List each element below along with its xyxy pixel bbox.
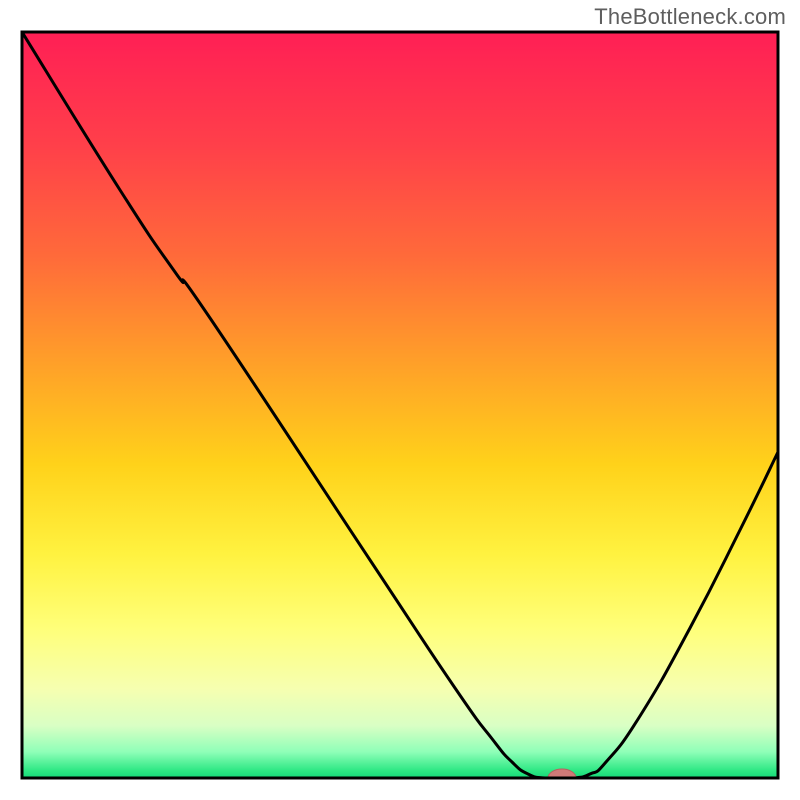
chart-container: { "watermark": "TheBottleneck.com", "cha…: [0, 0, 800, 800]
watermark-text: TheBottleneck.com: [594, 4, 786, 30]
bottleneck-curve-chart: [0, 0, 800, 800]
plot-background-gradient: [22, 32, 778, 778]
